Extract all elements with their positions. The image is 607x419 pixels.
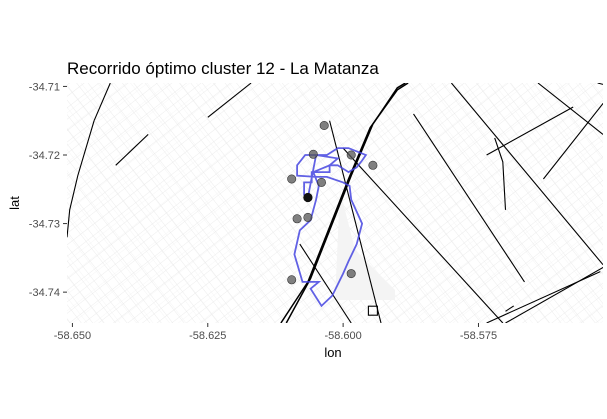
stop-point — [308, 149, 318, 159]
x-tick-label: -58.600 — [324, 330, 361, 342]
road — [486, 106, 574, 156]
start-point — [303, 192, 313, 203]
road — [505, 305, 515, 312]
y-tick-label: -34.74 — [29, 287, 60, 299]
road — [67, 120, 95, 238]
map-panel — [67, 83, 603, 323]
road — [597, 83, 603, 85]
x-axis: -58.650 -58.625 -58.600 -58.575 — [54, 323, 497, 342]
x-axis-title: lon — [324, 345, 341, 360]
stop-point — [368, 160, 378, 170]
road — [93, 83, 111, 121]
stop-point — [287, 174, 297, 184]
y-axis-title: lat — [7, 196, 22, 210]
road — [494, 137, 507, 210]
end-marker — [367, 305, 378, 316]
y-axis: -34.71 -34.72 -34.73 -34.74 — [29, 81, 67, 299]
chart-title: Recorrido óptimo cluster 12 - La Matanza — [67, 59, 379, 78]
stop-point — [292, 214, 302, 224]
y-tick-label: -34.72 — [29, 150, 60, 162]
road — [207, 83, 252, 118]
road — [342, 147, 504, 323]
road — [115, 134, 149, 166]
road — [505, 266, 603, 323]
points-layer — [287, 121, 378, 316]
road-layer — [67, 83, 603, 323]
road — [413, 113, 525, 283]
x-tick-label: -58.625 — [189, 330, 226, 342]
stop-point — [316, 177, 326, 187]
stop-point — [303, 212, 313, 222]
x-tick-label: -58.575 — [460, 330, 497, 342]
road — [299, 243, 352, 323]
road — [542, 102, 603, 180]
road — [329, 120, 382, 323]
road — [450, 83, 603, 266]
x-tick-label: -58.650 — [54, 330, 91, 342]
stop-point — [319, 121, 329, 131]
y-tick-label: -34.71 — [29, 81, 60, 93]
y-tick-label: -34.73 — [29, 219, 60, 231]
major-road — [285, 83, 406, 323]
stop-point — [287, 275, 297, 285]
stop-point — [346, 269, 356, 279]
stop-point — [346, 150, 356, 160]
basemap-streets-secondary — [67, 83, 603, 323]
